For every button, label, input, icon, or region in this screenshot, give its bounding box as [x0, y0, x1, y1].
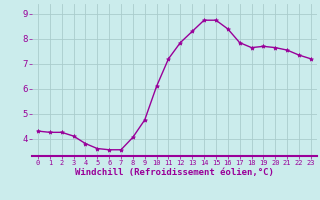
X-axis label: Windchill (Refroidissement éolien,°C): Windchill (Refroidissement éolien,°C)	[75, 168, 274, 177]
